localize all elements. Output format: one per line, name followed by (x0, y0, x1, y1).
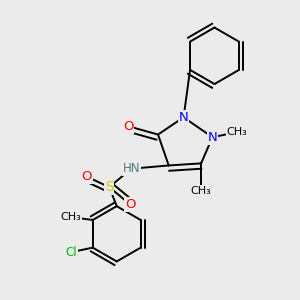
Text: O: O (123, 120, 134, 133)
Text: S: S (105, 180, 114, 194)
Text: CH₃: CH₃ (60, 212, 81, 222)
Text: O: O (82, 170, 92, 183)
Text: O: O (125, 198, 135, 211)
Text: N: N (208, 131, 217, 144)
Text: CH₃: CH₃ (191, 186, 212, 196)
Text: N: N (179, 111, 188, 124)
Text: CH₃: CH₃ (227, 127, 248, 137)
Text: Cl: Cl (66, 246, 77, 259)
Text: HN: HN (122, 162, 140, 175)
